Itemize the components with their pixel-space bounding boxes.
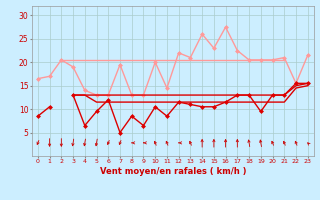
X-axis label: Vent moyen/en rafales ( km/h ): Vent moyen/en rafales ( km/h ) xyxy=(100,167,246,176)
